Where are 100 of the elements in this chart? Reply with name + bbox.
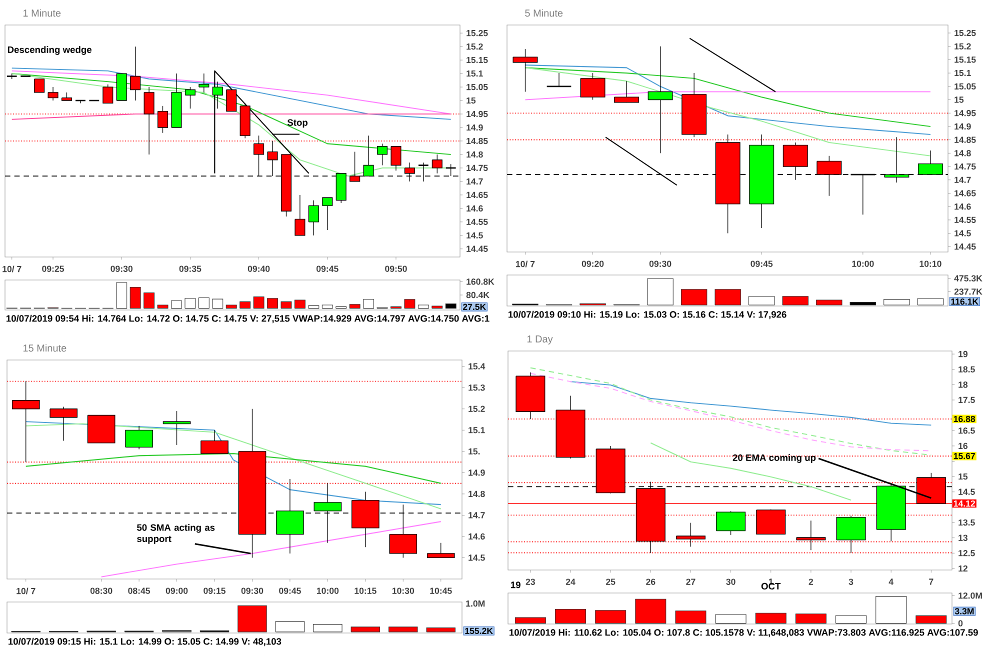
x-tick-label: 09:30 — [110, 266, 133, 272]
x-tick-label: 10:30 — [392, 588, 414, 594]
x-tick-label: 26 — [646, 578, 656, 585]
text: 3.3M — [954, 608, 974, 614]
text: 10/07/2019 09:54 Hi: 14.764 Lo: 14.72 O: 14.75 C: 14.75 V: 27,515 VWAP:14.929 AVG:14.797 AVG:14.750 AVG:1 — [6, 314, 490, 324]
y-tick-label: 14.5 — [466, 232, 483, 238]
x-tick-label: 25 — [606, 578, 616, 585]
y-tick-label: 15.1 — [468, 427, 485, 434]
y-tick-label: 14.75 — [466, 164, 488, 172]
y-tick-label: 14.6 — [954, 203, 971, 210]
ref-line-label: 16.88 — [954, 416, 976, 422]
chart-title: 5 Minute — [525, 9, 563, 17]
y-tick-label: 14.9 — [466, 124, 483, 131]
y-tick-label: 15.05 — [954, 83, 976, 90]
x-tick-label: 08:45 — [128, 588, 150, 594]
x-tick-label: 27 — [686, 578, 696, 585]
y-tick-label: 15.4 — [468, 363, 486, 370]
x-tick-label: 09:00 — [166, 588, 188, 594]
y-tick-label: 14.95 — [466, 110, 488, 118]
x-tick-label: 09:45 — [279, 588, 301, 594]
annotation: 20 EMA coming up — [732, 454, 816, 463]
x-tick-label: 7 — [929, 578, 934, 585]
y-tick-label: 14.65 — [466, 192, 488, 198]
y-tick-label: 18.5 — [958, 366, 975, 372]
ref-line-label: 14.12 — [954, 500, 975, 507]
y-tick-label: 15. — [468, 448, 480, 454]
x-tick-label: 24 — [566, 578, 576, 585]
y-tick-label: 14.9 — [954, 123, 971, 130]
y-tick-label: 160.8K — [466, 278, 494, 285]
x-tick-label: 09:40 — [248, 266, 270, 272]
y-tick-label: 15.05 — [466, 84, 488, 90]
x-tick-label: 09:30 — [241, 588, 264, 594]
y-tick-label: 0 — [958, 620, 963, 626]
x-tick-label: 10/ 7 — [2, 266, 22, 272]
y-tick-label: 15.1 — [466, 70, 483, 77]
chart-title: 15 Minute — [23, 344, 66, 352]
y-tick-label: 12.5 — [958, 550, 975, 556]
y-tick-label: 15.2 — [466, 43, 483, 50]
y-tick-label: 13.5 — [958, 519, 975, 526]
y-tick-label: 14.85 — [466, 138, 488, 144]
y-tick-label: 15.25 — [954, 30, 976, 36]
y-tick-label: 14.8 — [954, 150, 971, 156]
annotation: Descending wedge — [8, 46, 92, 55]
x-tick-label: 09:30 — [649, 260, 672, 267]
y-tick-label: 16.5 — [958, 428, 975, 434]
annotation: 50 SMA acting as support — [137, 524, 215, 544]
ref-line-label: 15.67 — [954, 452, 975, 460]
x-tick-label: 4 — [888, 578, 894, 585]
x-tick-label: 3 — [848, 578, 854, 585]
y-tick-label: 14.55 — [466, 218, 488, 225]
text: 1.0M — [466, 600, 485, 607]
x-tick-label: 09:15 — [204, 588, 226, 594]
x-tick-label: 10/ 7 — [16, 588, 36, 594]
x-tick-label: 10:45 — [430, 588, 452, 594]
y-tick-label: 14.7 — [466, 178, 483, 184]
y-tick-label: 18 — [958, 382, 968, 388]
y-tick-label: 15 — [954, 96, 964, 103]
y-tick-label: 19 — [958, 350, 968, 358]
x-tick-label: 2 — [808, 578, 814, 585]
text: 10/07/2019 09:15 Hi: 15.1 Lo: 14.99 O: 15.05 C: 14.99 V: 48,103 — [8, 638, 282, 646]
y-tick-label: 14.75 — [954, 163, 976, 170]
x-tick-label: 09:25 — [42, 266, 64, 272]
y-tick-label: 14.95 — [954, 110, 976, 116]
y-tick-label: 14.55 — [954, 216, 976, 224]
text: 116.1K — [951, 298, 978, 305]
y-tick-label: 14.85 — [954, 136, 976, 143]
y-tick-label: 14.9 — [468, 470, 485, 476]
y-tick-label: 15.2 — [954, 43, 971, 50]
y-tick-label: 12.0M — [958, 592, 982, 599]
x-tick-label: 10:00 — [852, 260, 874, 267]
y-tick-label: 15.15 — [954, 56, 976, 63]
text: 27.5K — [462, 304, 486, 310]
x-tick-label: 10:00 — [317, 588, 339, 594]
y-tick-label: 15.15 — [466, 56, 488, 64]
y-tick-label: 15.2 — [468, 406, 485, 412]
y-tick-label: 16 — [958, 442, 968, 450]
y-tick-label: 14.5 — [954, 230, 971, 236]
y-tick-label: 14.5 — [468, 554, 485, 561]
y-tick-label: 237.7K — [954, 288, 982, 295]
y-tick-label: 12 — [958, 565, 968, 572]
annotation: Stop — [287, 119, 308, 128]
y-tick-label: 14.7 — [468, 512, 485, 518]
y-tick-label: 14.45 — [954, 244, 976, 250]
y-tick-label: 80.4K — [466, 292, 490, 298]
text: 19 — [511, 582, 520, 588]
text: 10/07/2019 09:10 Hi: 15.19 Lo: 15.03 O: 15.16 C: 15.14 V: 17,926 — [508, 310, 786, 320]
y-tick-label: 14.5 — [958, 488, 975, 495]
x-tick-label: 10/ 7 — [516, 260, 535, 268]
y-tick-label: 15 — [466, 97, 476, 104]
x-tick-label: 09:50 — [385, 266, 407, 272]
y-tick-label: 14.8 — [468, 490, 485, 498]
y-tick-label: 14.6 — [468, 533, 485, 540]
y-tick-label: 475.3K — [954, 275, 982, 282]
y-tick-label: 14.65 — [954, 190, 976, 196]
y-tick-label: 14.8 — [466, 151, 483, 158]
x-tick-label: 23 — [526, 578, 536, 585]
x-tick-label: 08:30 — [90, 588, 112, 594]
y-tick-label: 15.25 — [466, 30, 488, 36]
x-tick-label: 09:45 — [750, 260, 773, 267]
chart-title: 1 Day — [527, 336, 553, 344]
